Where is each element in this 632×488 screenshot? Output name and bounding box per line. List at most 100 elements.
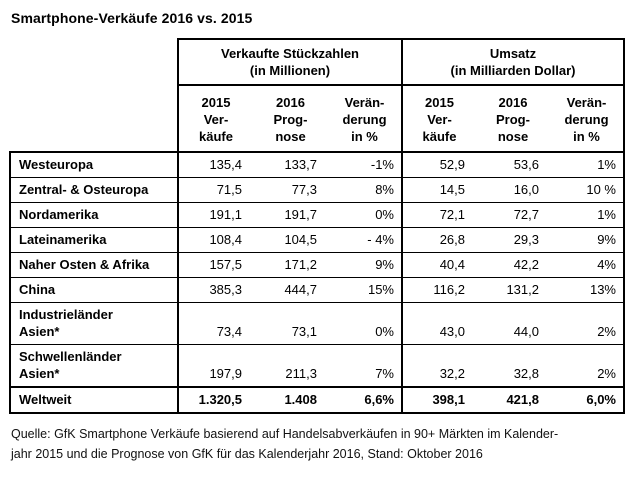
value-cell: 398,1 bbox=[402, 386, 476, 414]
region-cell: Naher Osten & Afrika bbox=[9, 252, 179, 278]
group-header-revenue: Umsatz (in Milliarden Dollar) bbox=[401, 38, 625, 86]
value-cell: 108,4 bbox=[178, 227, 253, 253]
value-cell: 40,4 bbox=[402, 252, 476, 278]
source-line-1: Quelle: GfK Smartphone Verkäufe basieren… bbox=[11, 427, 559, 441]
column-header-line: 2015 bbox=[425, 95, 454, 110]
column-header-line: nose bbox=[497, 129, 529, 144]
value-cell: 1% bbox=[550, 202, 625, 228]
column-header-revenue-2016: 2016 Prog- nose bbox=[476, 85, 550, 153]
value-cell: 16,0 bbox=[476, 177, 550, 203]
value-cell: 133,7 bbox=[253, 151, 328, 178]
column-header-line: in % bbox=[573, 129, 600, 144]
value-cell: 131,2 bbox=[476, 277, 550, 303]
region-cell: Zentral- & Osteuropa bbox=[9, 177, 179, 203]
table-row: China 385,3 444,7 15% 116,2 131,2 13% bbox=[9, 277, 625, 303]
region-cell: Lateinamerika bbox=[9, 227, 179, 253]
corner-cell bbox=[10, 85, 178, 152]
column-header-revenue-2015: 2015 Ver- käufe bbox=[401, 85, 476, 153]
value-cell: 6,6% bbox=[328, 386, 403, 414]
value-cell: 72,1 bbox=[402, 202, 476, 228]
value-cell: 44,0 bbox=[476, 302, 550, 345]
value-cell: -1% bbox=[328, 151, 403, 178]
column-header-line: derung bbox=[342, 112, 387, 127]
value-cell: 6,0% bbox=[550, 386, 625, 414]
group-header-row: Verkaufte Stückzahlen (in Millionen) Ums… bbox=[10, 38, 625, 86]
source-note: Quelle: GfK Smartphone Verkäufe basieren… bbox=[11, 424, 623, 464]
column-header-units-2016: 2016 Prog- nose bbox=[253, 85, 328, 153]
table-row: Schwellenländer Asien* 197,9 211,3 7% 32… bbox=[9, 344, 625, 388]
column-header-units-change: Verän- derung in % bbox=[328, 85, 403, 153]
smartphone-sales-table: Verkaufte Stückzahlen (in Millionen) Ums… bbox=[9, 38, 625, 414]
corner-cell bbox=[10, 39, 178, 85]
value-cell: 26,8 bbox=[402, 227, 476, 253]
column-header-line: Verän- bbox=[566, 95, 607, 110]
column-header-line: 2016 bbox=[498, 95, 528, 110]
value-cell: 197,9 bbox=[178, 344, 253, 388]
region-cell: Nordamerika bbox=[9, 202, 179, 228]
column-header-revenue-change: Verän- derung in % bbox=[550, 85, 625, 153]
value-cell: 2% bbox=[550, 344, 625, 388]
value-cell: 9% bbox=[328, 252, 403, 278]
value-cell: 42,2 bbox=[476, 252, 550, 278]
value-cell: 444,7 bbox=[253, 277, 328, 303]
column-header-line: Verän- bbox=[344, 95, 385, 110]
region-cell: Industrieländer Asien* bbox=[9, 302, 179, 345]
value-cell: 0% bbox=[328, 202, 403, 228]
table-row: Nordamerika 191,1 191,7 0% 72,1 72,7 1% bbox=[9, 202, 625, 228]
region-cell: China bbox=[9, 277, 179, 303]
table-row: Industrieländer Asien* 73,4 73,1 0% 43,0… bbox=[9, 302, 625, 345]
column-header-line: Ver- bbox=[427, 112, 452, 127]
value-cell: 43,0 bbox=[402, 302, 476, 345]
value-cell: - 4% bbox=[328, 227, 403, 253]
value-cell: 385,3 bbox=[178, 277, 253, 303]
column-header-line: Prog- bbox=[273, 112, 308, 127]
group-units-subtitle: (in Millionen) bbox=[249, 63, 331, 78]
group-revenue-title: Umsatz bbox=[489, 46, 537, 61]
source-line-2: jahr 2015 und die Prognose von GfK für d… bbox=[11, 447, 483, 461]
value-cell: 32,8 bbox=[476, 344, 550, 388]
value-cell: 2% bbox=[550, 302, 625, 345]
value-cell: 8% bbox=[328, 177, 403, 203]
column-header-line: 2015 bbox=[201, 95, 231, 110]
column-header-line: nose bbox=[275, 129, 306, 144]
report-page: Smartphone-Verkäufe 2016 vs. 2015 Verkau… bbox=[9, 10, 625, 464]
value-cell: 421,8 bbox=[476, 386, 550, 414]
table-row: Naher Osten & Afrika 157,5 171,2 9% 40,4… bbox=[9, 252, 625, 278]
total-row: Weltweit 1.320,5 1.408 6,6% 398,1 421,8 … bbox=[9, 386, 625, 414]
value-cell: 157,5 bbox=[178, 252, 253, 278]
value-cell: 1% bbox=[550, 151, 625, 178]
value-cell: 71,5 bbox=[178, 177, 253, 203]
table-row: Zentral- & Osteuropa 71,5 77,3 8% 14,5 1… bbox=[9, 177, 625, 203]
value-cell: 7% bbox=[328, 344, 403, 388]
group-units-title: Verkaufte Stückzahlen bbox=[221, 46, 359, 61]
value-cell: 32,2 bbox=[402, 344, 476, 388]
column-header-line: in % bbox=[351, 129, 378, 144]
region-cell: Westeuropa bbox=[9, 151, 179, 178]
table-row: Lateinamerika 108,4 104,5 - 4% 26,8 29,3… bbox=[9, 227, 625, 253]
column-header-line: käufe bbox=[199, 129, 233, 144]
value-cell: 53,6 bbox=[476, 151, 550, 178]
column-header-line: Ver- bbox=[203, 112, 229, 127]
value-cell: 1.320,5 bbox=[178, 386, 253, 414]
value-cell: 73,1 bbox=[253, 302, 328, 345]
table-row: Westeuropa 135,4 133,7 -1% 52,9 53,6 1% bbox=[9, 151, 625, 178]
column-header-line: derung bbox=[564, 112, 609, 127]
value-cell: 4% bbox=[550, 252, 625, 278]
page-title: Smartphone-Verkäufe 2016 vs. 2015 bbox=[11, 10, 253, 26]
column-header-row: 2015 Ver- käufe 2016 Prog- nose Verän- d… bbox=[10, 85, 625, 153]
value-cell: 135,4 bbox=[178, 151, 253, 178]
value-cell: 77,3 bbox=[253, 177, 328, 203]
value-cell: 29,3 bbox=[476, 227, 550, 253]
column-header-line: 2016 bbox=[276, 95, 305, 110]
value-cell: 116,2 bbox=[402, 277, 476, 303]
value-cell: 73,4 bbox=[178, 302, 253, 345]
column-header-units-2015: 2015 Ver- käufe bbox=[177, 85, 253, 153]
value-cell: 13% bbox=[550, 277, 625, 303]
value-cell: 1.408 bbox=[253, 386, 328, 414]
value-cell: 0% bbox=[328, 302, 403, 345]
value-cell: 9% bbox=[550, 227, 625, 253]
value-cell: 15% bbox=[328, 277, 403, 303]
value-cell: 171,2 bbox=[253, 252, 328, 278]
value-cell: 14,5 bbox=[402, 177, 476, 203]
value-cell: 191,1 bbox=[178, 202, 253, 228]
